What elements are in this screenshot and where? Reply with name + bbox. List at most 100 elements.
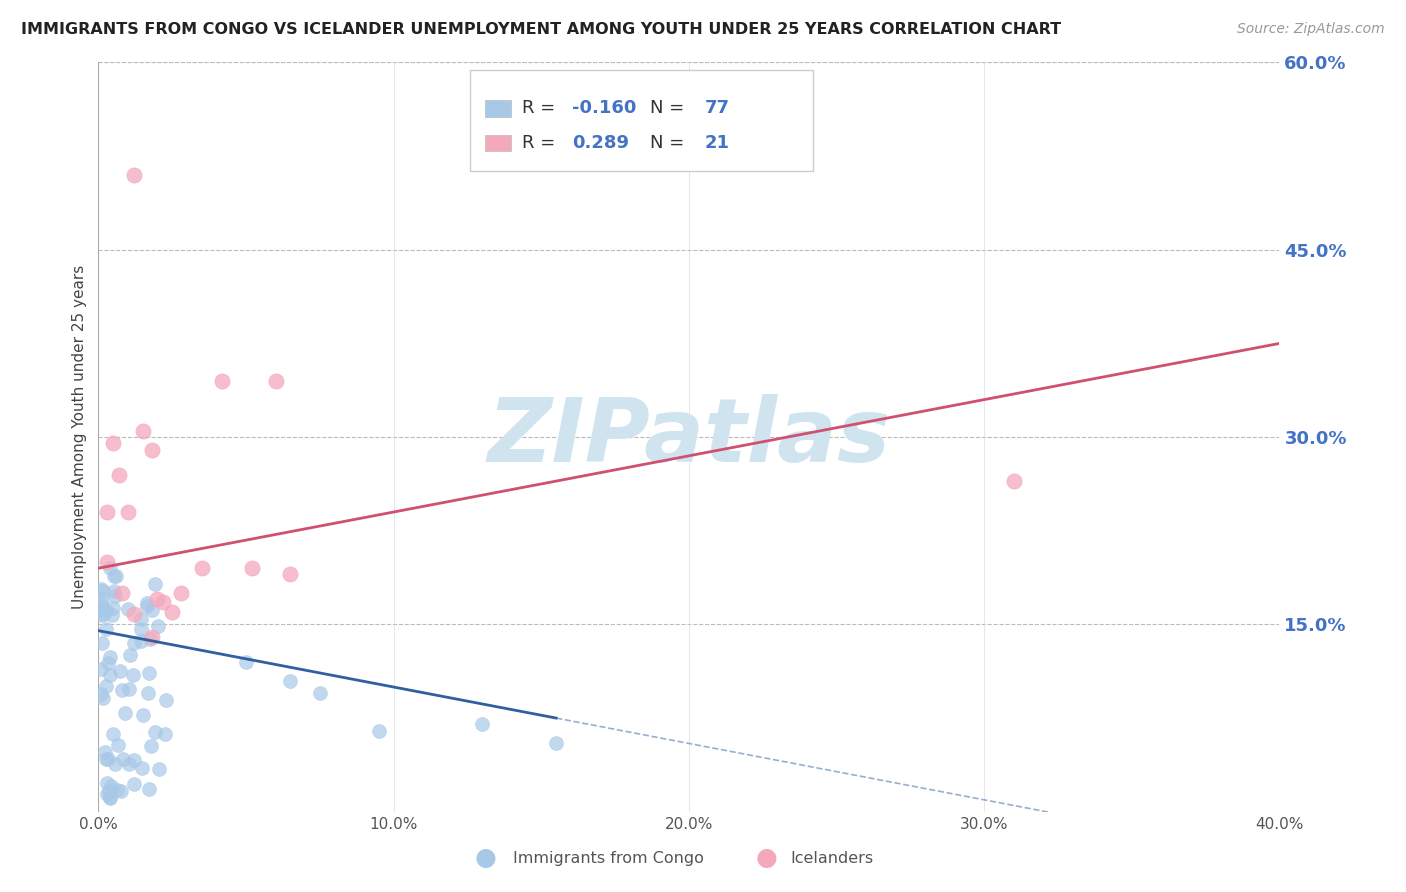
Point bbox=[136, 599, 159, 614]
Point bbox=[235, 655, 257, 669]
Point bbox=[100, 790, 122, 805]
Point bbox=[103, 584, 125, 599]
Point bbox=[546, 736, 568, 750]
Point bbox=[93, 607, 115, 621]
Point bbox=[94, 622, 117, 636]
Point bbox=[98, 790, 121, 805]
Point bbox=[155, 692, 177, 706]
Point bbox=[368, 723, 391, 738]
Text: N =: N = bbox=[650, 134, 690, 152]
FancyBboxPatch shape bbox=[471, 70, 813, 171]
Text: Icelanders: Icelanders bbox=[790, 851, 873, 865]
Point bbox=[112, 752, 135, 766]
Point bbox=[90, 603, 112, 617]
Text: ●: ● bbox=[755, 847, 778, 870]
Point bbox=[94, 679, 117, 693]
Point bbox=[96, 505, 118, 519]
Point bbox=[141, 630, 163, 644]
Point bbox=[117, 505, 139, 519]
Point bbox=[94, 603, 117, 617]
Point bbox=[107, 738, 129, 752]
Point bbox=[110, 784, 132, 798]
Point bbox=[100, 668, 122, 682]
Point bbox=[120, 648, 142, 662]
Point bbox=[114, 706, 136, 721]
Point bbox=[264, 374, 287, 388]
Point bbox=[143, 725, 166, 739]
Point bbox=[118, 756, 141, 771]
Point bbox=[98, 561, 121, 575]
Point bbox=[131, 622, 153, 636]
Point bbox=[138, 781, 160, 796]
Point bbox=[111, 682, 134, 697]
Point bbox=[141, 442, 163, 457]
Point bbox=[90, 582, 112, 596]
Point bbox=[96, 555, 118, 569]
Point bbox=[153, 727, 176, 741]
Point bbox=[146, 592, 169, 607]
Point bbox=[148, 762, 170, 776]
Point bbox=[90, 600, 112, 615]
Point bbox=[122, 667, 145, 681]
Text: Immigrants from Congo: Immigrants from Congo bbox=[513, 851, 704, 865]
Point bbox=[240, 561, 263, 575]
Point bbox=[100, 779, 122, 793]
Point bbox=[143, 576, 166, 591]
Point bbox=[122, 777, 145, 791]
Point bbox=[136, 596, 159, 610]
Point bbox=[111, 586, 134, 600]
Point bbox=[122, 753, 145, 767]
Point bbox=[117, 602, 139, 616]
Text: ZIPatlas: ZIPatlas bbox=[488, 393, 890, 481]
Text: 77: 77 bbox=[704, 99, 730, 118]
Point bbox=[98, 784, 121, 798]
Point bbox=[90, 688, 112, 702]
Point bbox=[105, 569, 128, 583]
Point bbox=[309, 686, 332, 700]
Point bbox=[90, 607, 112, 622]
Point bbox=[280, 567, 302, 582]
Text: Source: ZipAtlas.com: Source: ZipAtlas.com bbox=[1237, 22, 1385, 37]
Point bbox=[1002, 474, 1025, 488]
Point bbox=[122, 607, 145, 622]
Point bbox=[103, 436, 125, 450]
Y-axis label: Unemployment Among Youth under 25 years: Unemployment Among Youth under 25 years bbox=[72, 265, 87, 609]
Point bbox=[90, 598, 112, 612]
Point bbox=[103, 600, 125, 615]
Point bbox=[471, 717, 494, 731]
Point bbox=[104, 589, 127, 603]
Point bbox=[91, 591, 114, 606]
Point bbox=[108, 467, 131, 482]
Point bbox=[94, 745, 117, 759]
Point bbox=[138, 665, 160, 680]
FancyBboxPatch shape bbox=[485, 100, 510, 117]
Point bbox=[105, 782, 128, 797]
Point bbox=[96, 776, 118, 790]
Point bbox=[280, 673, 302, 688]
Point bbox=[148, 619, 170, 633]
Point bbox=[162, 605, 183, 619]
Point bbox=[103, 568, 125, 582]
Point bbox=[110, 664, 132, 678]
Point bbox=[96, 752, 118, 766]
Point bbox=[138, 686, 160, 700]
Text: R =: R = bbox=[523, 134, 567, 152]
Point bbox=[211, 374, 233, 388]
Point bbox=[122, 636, 145, 650]
Point bbox=[191, 561, 214, 575]
Point bbox=[103, 726, 125, 740]
Text: IMMIGRANTS FROM CONGO VS ICELANDER UNEMPLOYMENT AMONG YOUTH UNDER 25 YEARS CORRE: IMMIGRANTS FROM CONGO VS ICELANDER UNEMP… bbox=[21, 22, 1062, 37]
FancyBboxPatch shape bbox=[485, 135, 510, 151]
Point bbox=[131, 761, 153, 775]
Point bbox=[170, 586, 193, 600]
Text: ●: ● bbox=[474, 847, 496, 870]
Point bbox=[104, 757, 127, 772]
Text: N =: N = bbox=[650, 99, 690, 118]
Point bbox=[98, 649, 121, 664]
Point bbox=[96, 752, 118, 766]
Point bbox=[122, 168, 145, 182]
Point bbox=[91, 690, 114, 705]
Text: 21: 21 bbox=[704, 134, 730, 152]
Point bbox=[132, 424, 155, 438]
Point bbox=[93, 584, 115, 599]
